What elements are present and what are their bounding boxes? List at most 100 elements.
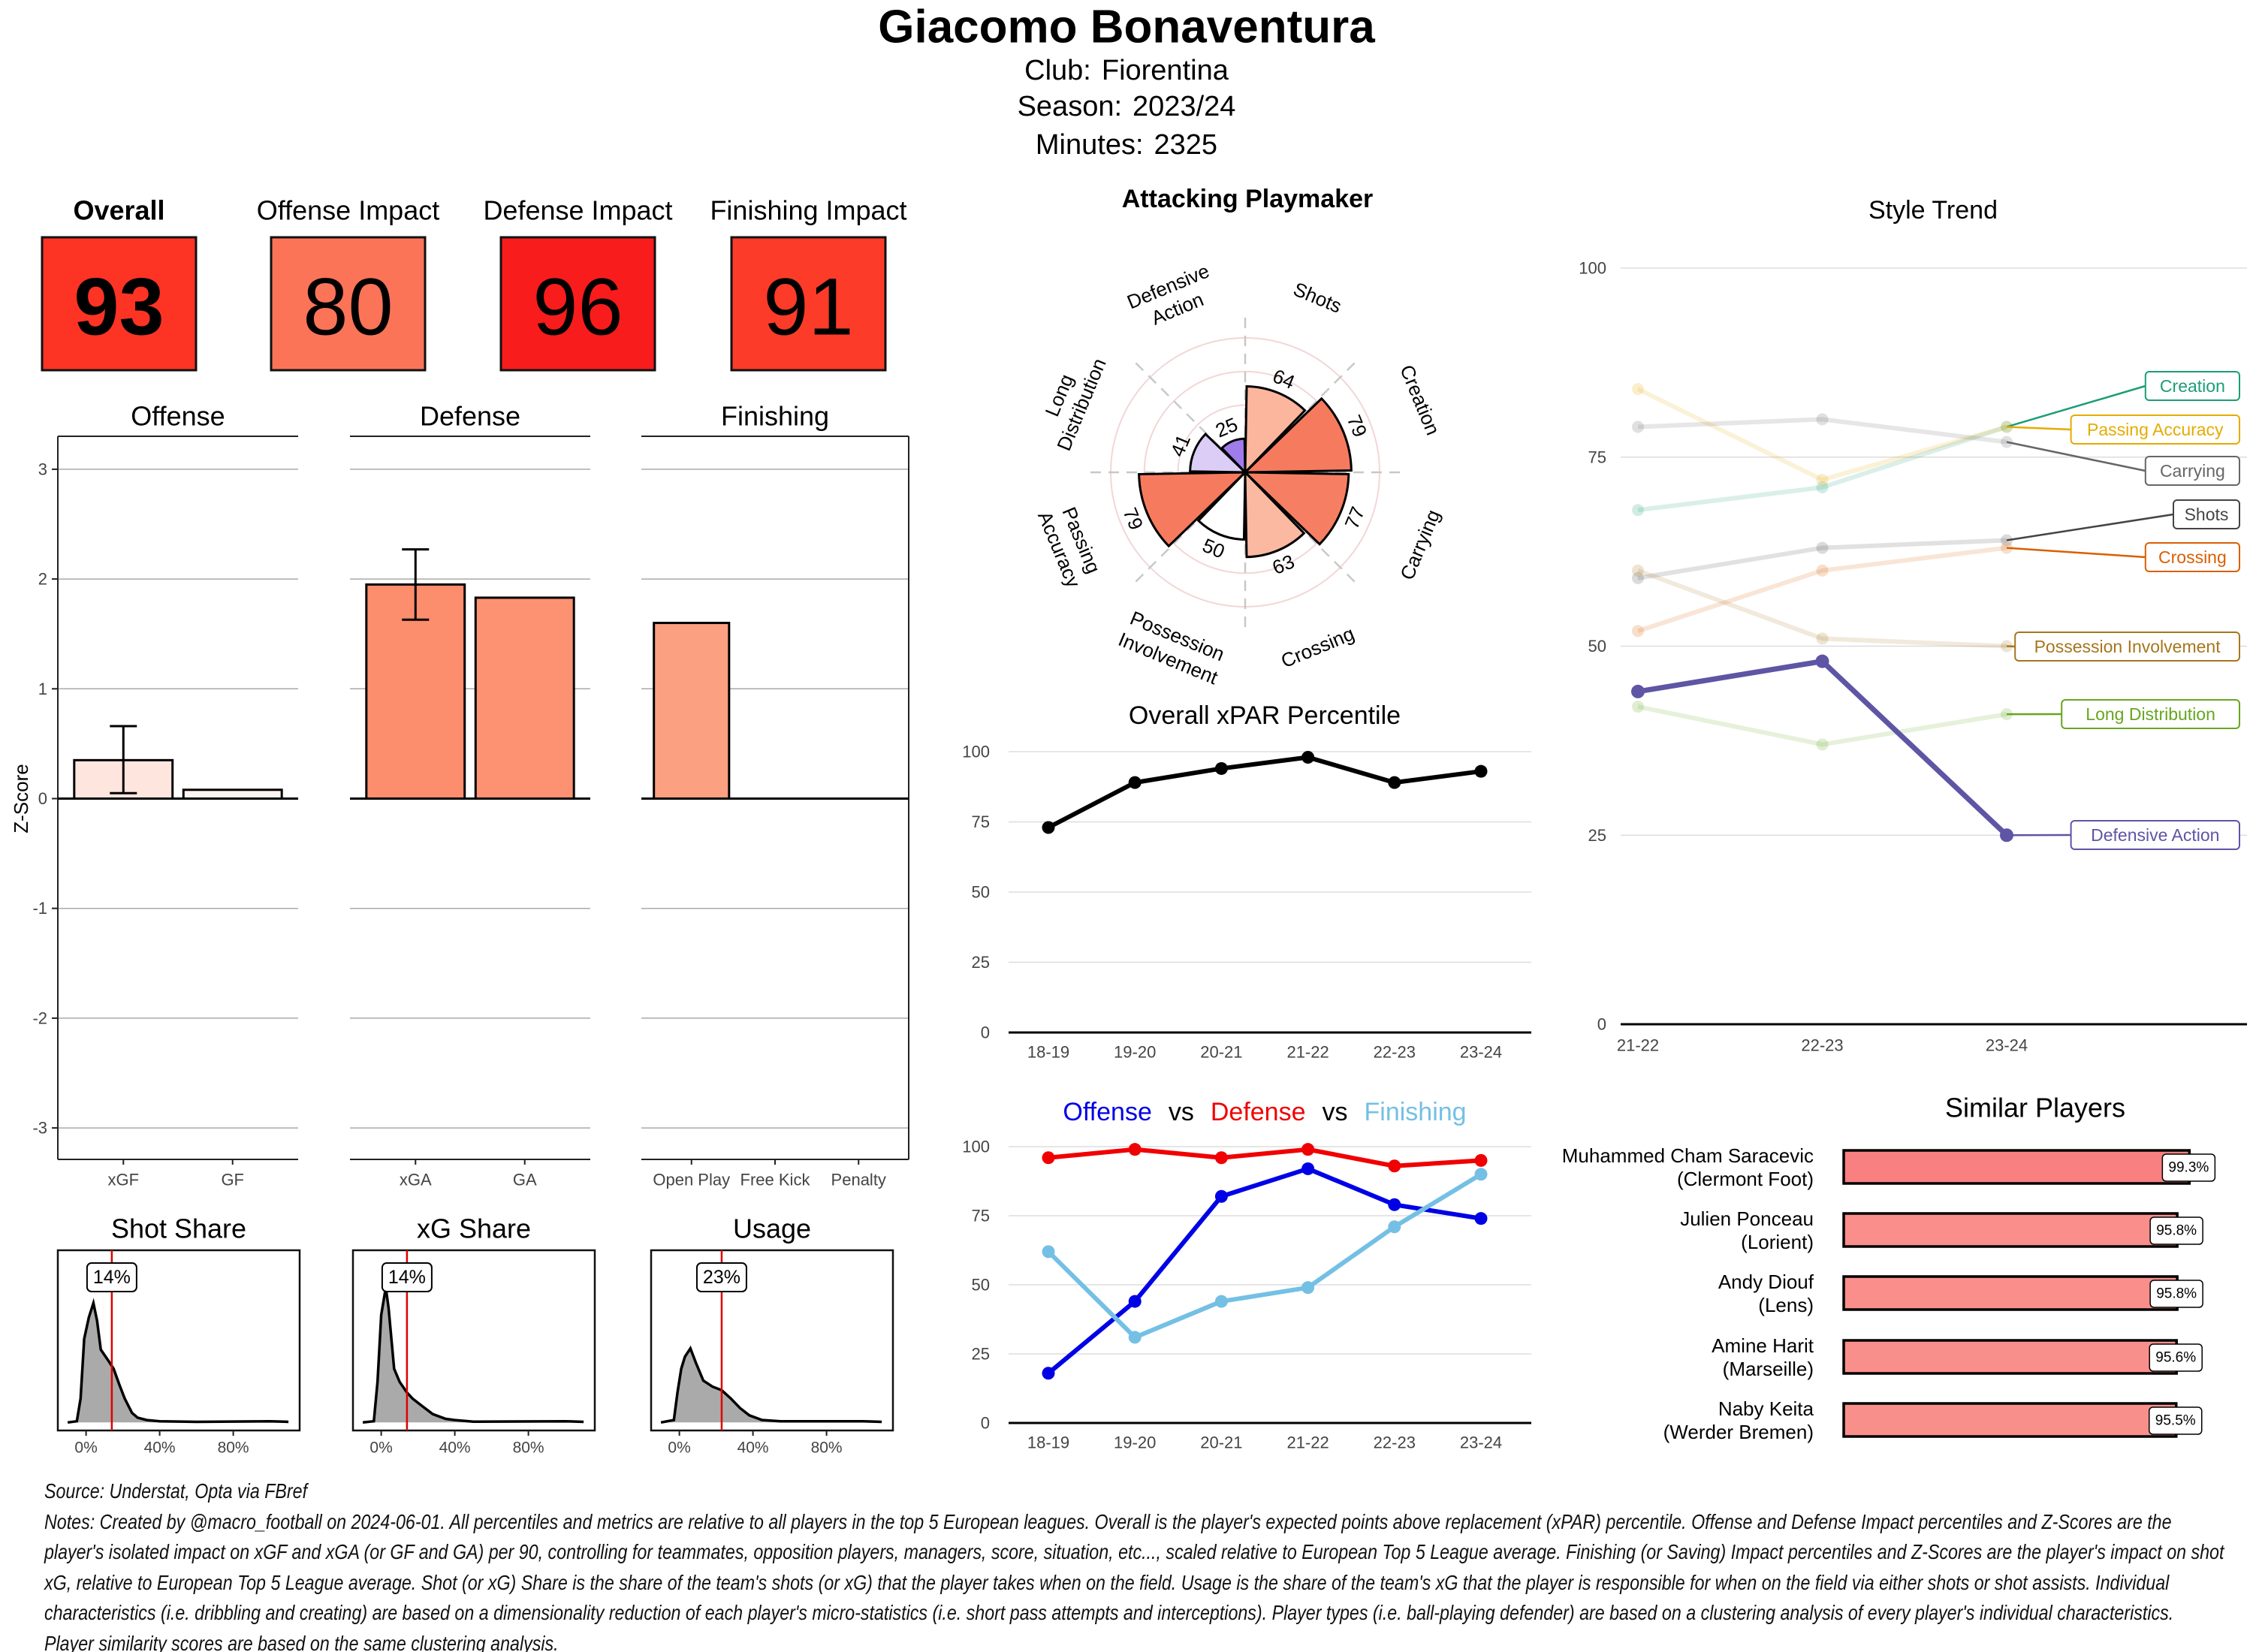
polar-grid-circle <box>1177 404 1313 541</box>
trend-leader-line <box>2006 513 2174 541</box>
trend-label-carrying: Carrying <box>2160 461 2225 481</box>
trend-label-shots: Shots <box>2185 505 2229 524</box>
metric-tile <box>499 236 656 372</box>
x-tick-label: 23-24 <box>1460 1043 1502 1062</box>
ovd-title-offense: Offense <box>1063 1098 1151 1126</box>
similar-player-club: (Marseille) <box>1723 1358 1814 1380</box>
polar-sector <box>1220 437 1247 475</box>
x-tick-label: 23-24 <box>1460 1433 1502 1452</box>
polar-category-label: PossessionInvolvement <box>1115 605 1231 689</box>
y-tick-label: 2 <box>38 570 47 589</box>
trend-line-passing-accuracy <box>1636 387 2007 483</box>
y-tick-label: 75 <box>972 1207 990 1225</box>
season-line: Season: 2023/24 <box>1018 91 1236 122</box>
series-line-xpar <box>1047 755 1482 830</box>
x-tick-label: GA <box>513 1171 537 1189</box>
tile-label: Offense Impact <box>257 195 439 226</box>
data-point <box>1474 1168 1488 1181</box>
data-point <box>1388 1159 1401 1173</box>
data-point <box>1301 1143 1315 1156</box>
x-tick-label: 22-23 <box>1374 1043 1416 1062</box>
ovd-title-defense: Defense <box>1211 1098 1306 1126</box>
trend-label-possession-involvement: Possession Involvement <box>2034 637 2221 656</box>
club-line-value: Fiorentina <box>1102 55 1229 86</box>
data-point <box>1042 1367 1055 1380</box>
tile-label: Overall <box>73 195 164 226</box>
x-tick-label: 0% <box>369 1439 392 1457</box>
tile-box <box>41 236 198 372</box>
trend-label-box-passing-accuracy <box>2070 415 2241 445</box>
y-axis-label: Z-Score <box>10 764 32 833</box>
x-tick-label: GF <box>221 1171 244 1189</box>
y-tick-label: 25 <box>972 1345 990 1364</box>
series-line-offense <box>1047 1166 1482 1376</box>
marker-label: 14% <box>388 1267 426 1288</box>
trend-label-box-defensive-action <box>2070 820 2241 850</box>
x-tick-label: 19-20 <box>1114 1433 1156 1452</box>
polar-category-line: Crossing <box>1277 622 1357 672</box>
tile-box <box>270 236 427 372</box>
notes-text: Notes: Created by @macro_football on 202… <box>44 1509 2224 1652</box>
club-line: Club: Fiorentina <box>1024 55 1229 86</box>
data-point <box>1301 1281 1315 1295</box>
data-point <box>1388 1198 1401 1211</box>
panel-title: Finishing <box>721 401 829 432</box>
y-tick-label: -2 <box>32 1008 47 1027</box>
polar-value-label: 50 <box>1199 534 1228 563</box>
bar-gf <box>182 788 283 800</box>
trend-point <box>1816 564 1829 577</box>
polar-category-line: Carrying <box>1395 506 1444 583</box>
bar-open-play <box>653 622 731 800</box>
tile-label: Finishing Impact <box>710 195 906 226</box>
similar-player-name: Muhammed Cham Saracevic <box>1562 1144 1814 1167</box>
similarity-value: 99.3% <box>2168 1160 2209 1176</box>
y-tick-label: 100 <box>962 1138 990 1156</box>
similar-player-row: Julien Ponceau(Lorient) 95.8% <box>1680 1207 2203 1253</box>
data-point <box>1474 1153 1488 1167</box>
tile-box <box>730 236 887 372</box>
x-tick-label: 20-21 <box>1200 1043 1242 1062</box>
x-tick-label: 18-19 <box>1027 1043 1069 1062</box>
x-tick-label: 80% <box>218 1439 249 1457</box>
marker-label: 14% <box>93 1267 131 1288</box>
club-line-label: Club: <box>1024 55 1091 86</box>
trend-point <box>1632 421 1644 433</box>
polar-sector <box>1196 469 1247 541</box>
trend-leader-line <box>2006 426 2071 431</box>
similarity-label-box <box>2149 1280 2203 1308</box>
polar-sector <box>1242 396 1353 474</box>
polar-category-label: Carrying <box>1395 506 1444 583</box>
minutes-line-value: 2325 <box>1154 129 1218 161</box>
trend-label-crossing: Crossing <box>2158 547 2227 567</box>
similarity-label-box <box>2149 1216 2203 1245</box>
trend-point <box>1816 632 1829 645</box>
data-point <box>1214 1189 1228 1203</box>
x-tick-label: Free Kick <box>740 1171 811 1189</box>
trend-point <box>1632 564 1644 577</box>
similar-player-row: Muhammed Cham Saracevic(Clermont Foot) 99… <box>1562 1144 2216 1190</box>
x-tick-label: 21-22 <box>1286 1043 1329 1062</box>
metric-tile <box>270 236 427 372</box>
trend-point <box>1816 481 1829 494</box>
x-tick-label: 80% <box>811 1439 843 1457</box>
trend-label-box-long-distribution <box>2061 699 2240 729</box>
trend-line-carrying <box>1637 417 2007 445</box>
polar-value-label: 63 <box>1269 550 1298 579</box>
density-title: xG Share <box>417 1213 531 1244</box>
panel-title: Defense <box>420 401 520 432</box>
panel-title: Offense <box>131 401 225 432</box>
x-tick-label: 40% <box>737 1439 769 1457</box>
trend-point <box>1632 383 1644 396</box>
tile-box <box>499 236 656 372</box>
data-point <box>1128 776 1142 789</box>
tile-value: 91 <box>763 261 853 352</box>
data-point <box>1388 1220 1401 1234</box>
density-curve <box>660 1345 882 1424</box>
polar-title: Attacking Playmaker <box>1122 185 1374 213</box>
source-text: Source: Understat, Opta via FBref <box>44 1479 308 1503</box>
y-tick-label: 50 <box>1588 637 1606 656</box>
polar-sector <box>1244 384 1307 475</box>
x-tick-label: Penalty <box>831 1171 886 1189</box>
similar-player-row: Naby Keita(Werder Bremen) 95.5% <box>1663 1397 2203 1443</box>
y-tick-label: 75 <box>972 812 990 831</box>
